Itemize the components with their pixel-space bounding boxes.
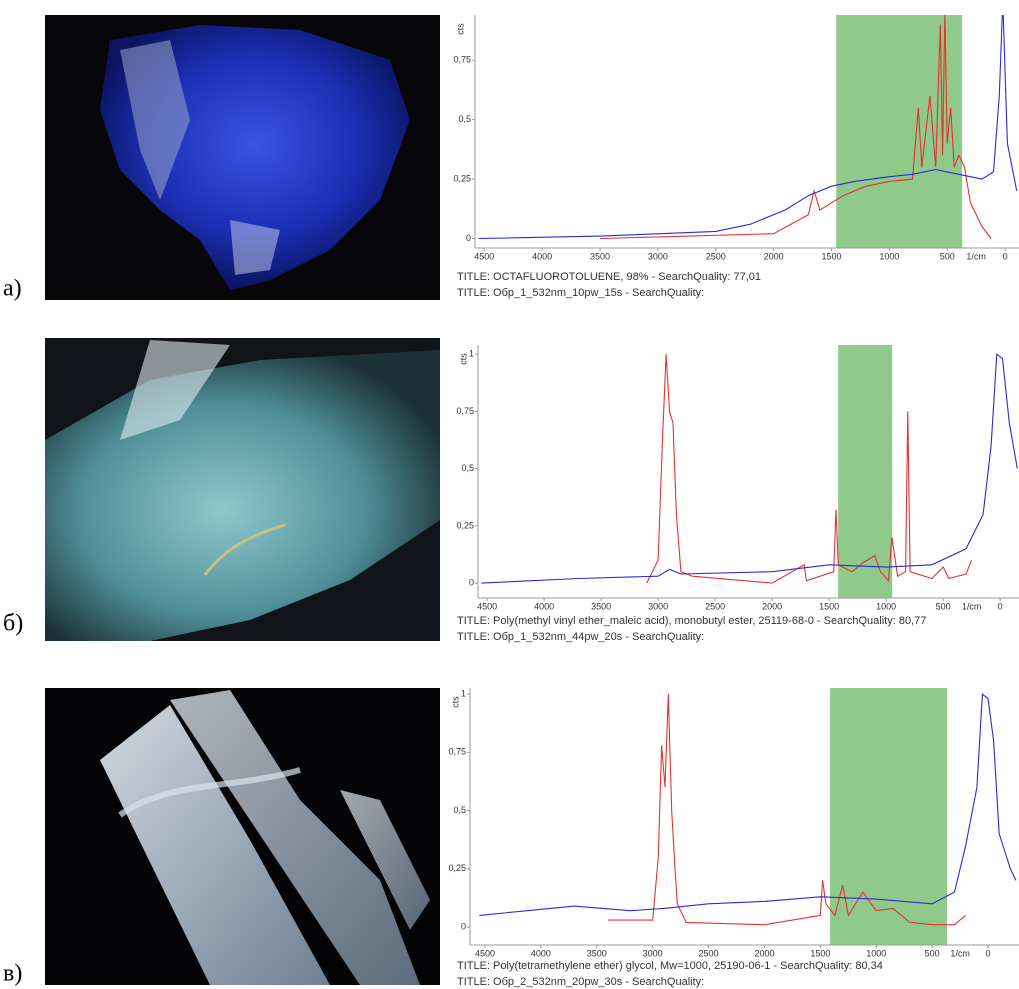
x-tick-label: 1000 xyxy=(876,601,896,611)
y-tick-label: 0 xyxy=(466,233,471,243)
panel-label: б) xyxy=(3,611,23,637)
x-tick-label: 1000 xyxy=(866,948,886,958)
photo xyxy=(45,338,440,641)
series-name: TITLE: Poly(methyl vinyl ether_maleic ac… xyxy=(457,615,926,627)
y-tick-label: 1 xyxy=(469,349,474,359)
x-tick-label: 2500 xyxy=(706,251,726,261)
photo xyxy=(45,688,440,985)
y-axis-label: cts xyxy=(450,696,460,708)
x-tick-label: 3000 xyxy=(648,601,668,611)
x-axis-label: 1/cm xyxy=(962,601,982,611)
plot xyxy=(481,345,1017,598)
panel-label: а) xyxy=(3,276,22,302)
y-axis-label: cts xyxy=(455,23,465,35)
x-tick-label: 1500 xyxy=(810,948,830,958)
x-tick-label: 4000 xyxy=(534,601,554,611)
x-tick-label: 4500 xyxy=(477,601,497,611)
figure: 00,250,50,754500400035003000250020001500… xyxy=(0,0,1019,989)
x-tick-label: 500 xyxy=(925,948,940,958)
series-name: TITLE: Обр_1_532nm_10pw_15s - SearchQual… xyxy=(457,287,704,299)
x-axis-label: 1/cm xyxy=(950,948,970,958)
y-tick-label: 0,5 xyxy=(453,805,466,815)
plot xyxy=(479,688,1016,945)
x-tick-label: 0 xyxy=(998,601,1003,611)
x-tick-label: 2000 xyxy=(762,601,782,611)
x-tick-label: 3500 xyxy=(591,601,611,611)
spectrum-line xyxy=(481,354,1017,583)
y-tick-label: 0,5 xyxy=(461,463,474,473)
x-tick-label: 0 xyxy=(1003,251,1008,261)
y-tick-label: 1 xyxy=(461,688,466,698)
highlight-band xyxy=(838,345,892,598)
x-tick-label: 1000 xyxy=(879,251,899,261)
y-tick-label: 0,5 xyxy=(458,114,471,124)
y-tick-label: 0 xyxy=(461,921,466,931)
x-tick-label: 4500 xyxy=(474,251,494,261)
y-tick-label: 0,25 xyxy=(448,863,466,873)
series-name: TITLE: OCTAFLUOROTOLUENE, 98% - SearchQu… xyxy=(457,271,761,283)
plot xyxy=(479,1,1017,248)
panel-label: в) xyxy=(3,961,22,987)
y-tick-label: 0,25 xyxy=(453,173,471,183)
x-tick-label: 500 xyxy=(940,251,955,261)
spectrum-line xyxy=(647,354,972,583)
x-tick-label: 1500 xyxy=(821,251,841,261)
x-tick-label: 4500 xyxy=(475,948,495,958)
x-tick-label: 0 xyxy=(986,948,991,958)
x-tick-label: 500 xyxy=(936,601,951,611)
y-tick-label: 0,75 xyxy=(448,747,466,757)
x-tick-label: 2500 xyxy=(705,601,725,611)
x-tick-label: 2500 xyxy=(699,948,719,958)
y-tick-label: 0,75 xyxy=(453,55,471,65)
photo xyxy=(45,15,440,300)
x-tick-label: 4000 xyxy=(532,251,552,261)
y-axis-label: cts xyxy=(458,353,468,365)
x-tick-label: 1500 xyxy=(819,601,839,611)
x-tick-label: 3000 xyxy=(643,948,663,958)
x-tick-label: 3500 xyxy=(590,251,610,261)
page: {"chart_data": [ {"type": "line", "panel… xyxy=(0,0,1019,989)
x-tick-label: 3000 xyxy=(648,251,668,261)
highlight-band xyxy=(830,688,947,945)
x-tick-label: 2000 xyxy=(754,948,774,958)
x-tick-label: 2000 xyxy=(764,251,784,261)
y-tick-label: 0 xyxy=(469,577,474,587)
y-tick-label: 0,75 xyxy=(456,406,474,416)
x-tick-label: 3500 xyxy=(587,948,607,958)
series-name: TITLE: Обр_2_532nm_20pw_30s - SearchQual… xyxy=(457,976,704,988)
x-axis-label: 1/cm xyxy=(966,251,986,261)
y-tick-label: 0,25 xyxy=(456,520,474,530)
series-name: TITLE: Обр_1_532nm_44pw_20s - SearchQual… xyxy=(457,631,704,643)
series-name: TITLE: Poly(tetramethylene ether) glycol… xyxy=(457,960,883,972)
x-tick-label: 4000 xyxy=(531,948,551,958)
